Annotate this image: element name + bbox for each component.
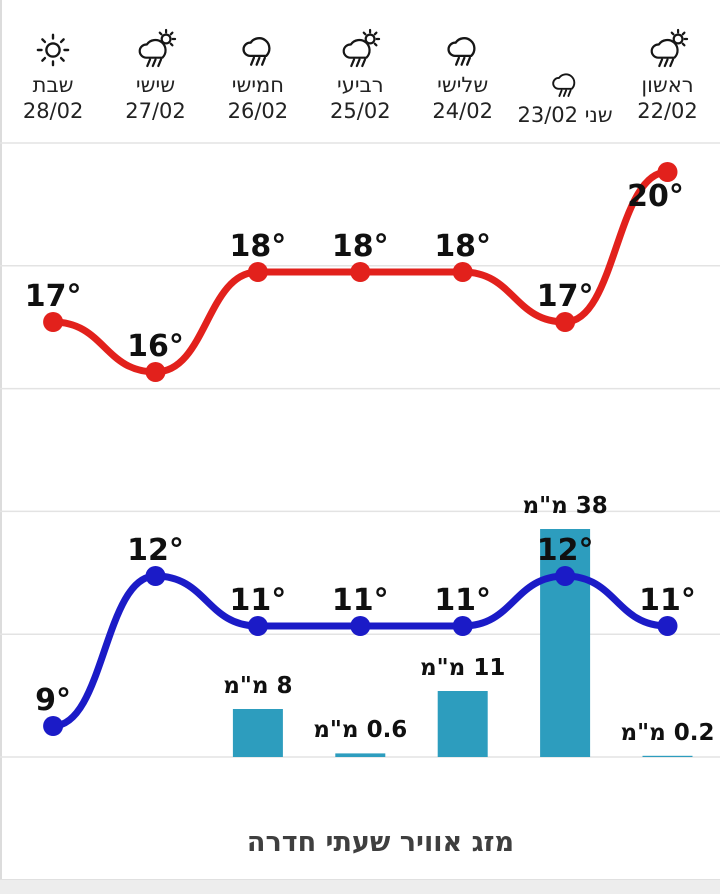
cloud-rain-icon [410, 22, 516, 72]
low-temp-label: 11° [331, 583, 389, 618]
day-column-25-02[interactable]: רביעי 25/02 [307, 22, 413, 124]
cloud-rain-sun-icon [615, 22, 720, 72]
low-temp-label: 12° [536, 533, 594, 568]
high-temp-label: 17° [24, 279, 82, 314]
low-temp-label: 11° [639, 583, 696, 618]
precip-label: 8 מ"מ [223, 673, 293, 699]
high-temp-point [452, 262, 473, 282]
high-temp-point [555, 312, 576, 332]
low-temp-point [247, 616, 268, 636]
cloud-rain-sun-icon [103, 22, 209, 72]
day-column-27-02[interactable]: שישי 27/02 [103, 22, 209, 124]
low-temp-point [452, 616, 473, 636]
day-column-24-02[interactable]: שלישי 24/02 [410, 22, 516, 124]
low-temp-label: 11° [434, 583, 492, 618]
low-temp-point [555, 566, 576, 586]
day-name-date: שני 23/02 [517, 103, 613, 127]
cloud-rain-icon [205, 22, 311, 72]
high-temp-label: 18° [229, 229, 287, 264]
chart-title: מזג אוויר שעתי חדרה [246, 827, 514, 858]
high-temp-label: 17° [536, 279, 594, 314]
sun-icon [0, 22, 106, 72]
high-temp-label: 18° [434, 229, 492, 264]
day-date: 28/02 [22, 99, 84, 123]
day-date: 22/02 [637, 99, 698, 123]
high-temp-point [43, 312, 64, 332]
day-date: 27/02 [125, 99, 186, 123]
high-temp-label: 20° [627, 179, 684, 214]
precip-label: 11 מ"מ [420, 655, 506, 681]
low-temp-point [145, 566, 166, 586]
low-temp-label: 9° [35, 683, 72, 718]
high-temp-point [350, 262, 371, 282]
high-temp-point [657, 162, 678, 182]
low-temp-point [350, 616, 371, 636]
precip-bar [437, 691, 488, 757]
high-temp-point [247, 262, 268, 282]
day-date: 25/02 [330, 99, 391, 123]
day-column-23-02[interactable]: שני 23/02 [512, 22, 618, 128]
high-temp-label: 16° [127, 329, 184, 364]
cloud-rain-sun-icon [307, 22, 413, 72]
precip-bar [642, 755, 693, 757]
low-temp-label: 12° [127, 533, 184, 568]
low-temp-label: 11° [229, 583, 287, 618]
footer-strip [0, 879, 720, 894]
precip-bar [232, 709, 283, 757]
low-temp-point [657, 616, 678, 636]
day-column-28-02[interactable]: שבת 28/02 [0, 22, 106, 124]
day-name: ראשון [641, 73, 694, 97]
high-temp-label: 18° [331, 229, 389, 264]
precip-bar [335, 753, 386, 757]
cloud-rain-icon [512, 62, 618, 102]
low-temp-point [43, 716, 64, 736]
precip-label: 0.6 מ"מ [313, 717, 408, 744]
day-name: שישי [135, 73, 176, 97]
precip-label: 38 מ"מ [522, 493, 608, 519]
day-date: 24/02 [432, 99, 493, 123]
day-name: שבת [32, 73, 74, 97]
day-name: חמישי [231, 73, 285, 97]
day-name: שלישי [437, 73, 489, 97]
day-name: רביעי [337, 73, 384, 97]
high-temp-point [145, 362, 166, 382]
precip-label: 0.2 מ"מ [620, 719, 715, 746]
day-column-26-02[interactable]: חמישי 26/02 [205, 22, 311, 124]
day-column-22-02[interactable]: ראשון 22/02 [615, 22, 720, 124]
day-date: 26/02 [227, 99, 289, 123]
left-border [0, 0, 2, 894]
